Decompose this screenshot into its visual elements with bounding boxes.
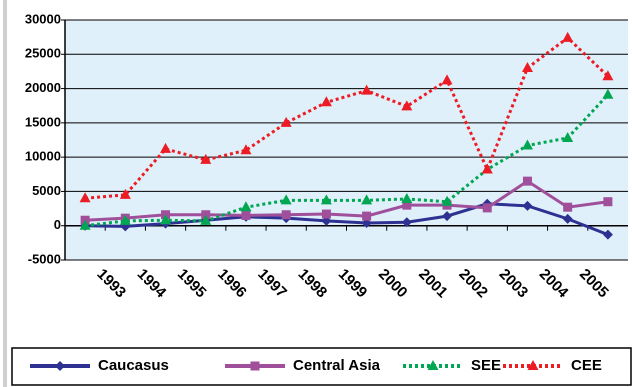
marker — [521, 139, 533, 150]
marker — [402, 200, 412, 210]
marker — [321, 209, 331, 219]
marker — [280, 194, 292, 205]
marker — [481, 163, 493, 174]
marker — [160, 142, 172, 153]
marker — [361, 84, 373, 95]
x-tick-label: 2004 — [536, 266, 572, 302]
x-tick-label: 2005 — [576, 266, 612, 302]
x-tick-label: 1996 — [214, 266, 250, 302]
marker — [119, 214, 131, 225]
x-tick-label: 1994 — [134, 266, 170, 302]
marker — [602, 88, 614, 99]
x-tick-label: 1993 — [93, 266, 129, 302]
y-tick-label: 30000 — [25, 11, 61, 26]
y-tick-label: 0 — [54, 217, 61, 232]
marker — [522, 176, 532, 186]
marker — [527, 360, 539, 370]
series-line — [85, 202, 609, 237]
y-tick-label: 25000 — [25, 46, 61, 61]
x-tick-label: 1997 — [254, 266, 290, 302]
x-tick-label: 2002 — [455, 266, 491, 302]
marker — [281, 210, 291, 220]
y-tick-label: -5000 — [28, 251, 61, 266]
y-tick-label: 10000 — [25, 149, 61, 164]
marker — [362, 211, 372, 221]
legend-label: CEE — [571, 357, 602, 374]
marker — [603, 197, 613, 207]
marker — [482, 203, 492, 213]
marker — [241, 210, 251, 220]
marker — [562, 131, 574, 142]
marker — [602, 70, 614, 81]
marker — [200, 214, 212, 225]
marker — [280, 116, 292, 127]
marker — [320, 96, 332, 107]
marker — [240, 201, 252, 212]
marker — [160, 214, 172, 225]
legend-label: Central Asia — [293, 357, 381, 374]
series-line — [84, 93, 609, 228]
marker — [55, 361, 65, 371]
marker — [361, 194, 373, 205]
marker — [79, 219, 91, 230]
side-bar — [3, 0, 7, 387]
marker — [119, 188, 131, 199]
marker — [522, 200, 533, 211]
marker — [562, 213, 573, 224]
y-tick-label: 20000 — [25, 80, 61, 95]
x-tick-label: 2000 — [375, 266, 411, 302]
marker — [602, 229, 613, 240]
series-line — [84, 35, 609, 200]
marker — [441, 195, 453, 206]
x-tick-label: 2001 — [415, 266, 451, 302]
marker — [562, 31, 574, 42]
x-tick-label: 1999 — [335, 266, 371, 302]
marker — [250, 361, 260, 371]
marker — [79, 192, 91, 203]
series-line — [85, 179, 609, 222]
x-tick-label: 2003 — [496, 266, 532, 302]
x-tick-label: 1998 — [295, 266, 331, 302]
marker — [320, 194, 332, 205]
marker — [401, 100, 413, 111]
marker — [401, 217, 412, 228]
marker — [201, 210, 211, 220]
legend-label: Caucasus — [98, 357, 169, 374]
marker — [441, 74, 453, 85]
y-tick-label: 5000 — [32, 183, 61, 198]
legend-label: SEE — [471, 357, 501, 374]
y-tick-label: 15000 — [25, 114, 61, 129]
marker — [240, 144, 252, 155]
marker — [200, 153, 212, 164]
marker — [442, 211, 453, 222]
marker — [521, 62, 533, 72]
marker — [401, 192, 413, 203]
x-tick-label: 1995 — [174, 266, 210, 302]
marker — [427, 360, 439, 370]
marker — [563, 202, 573, 212]
